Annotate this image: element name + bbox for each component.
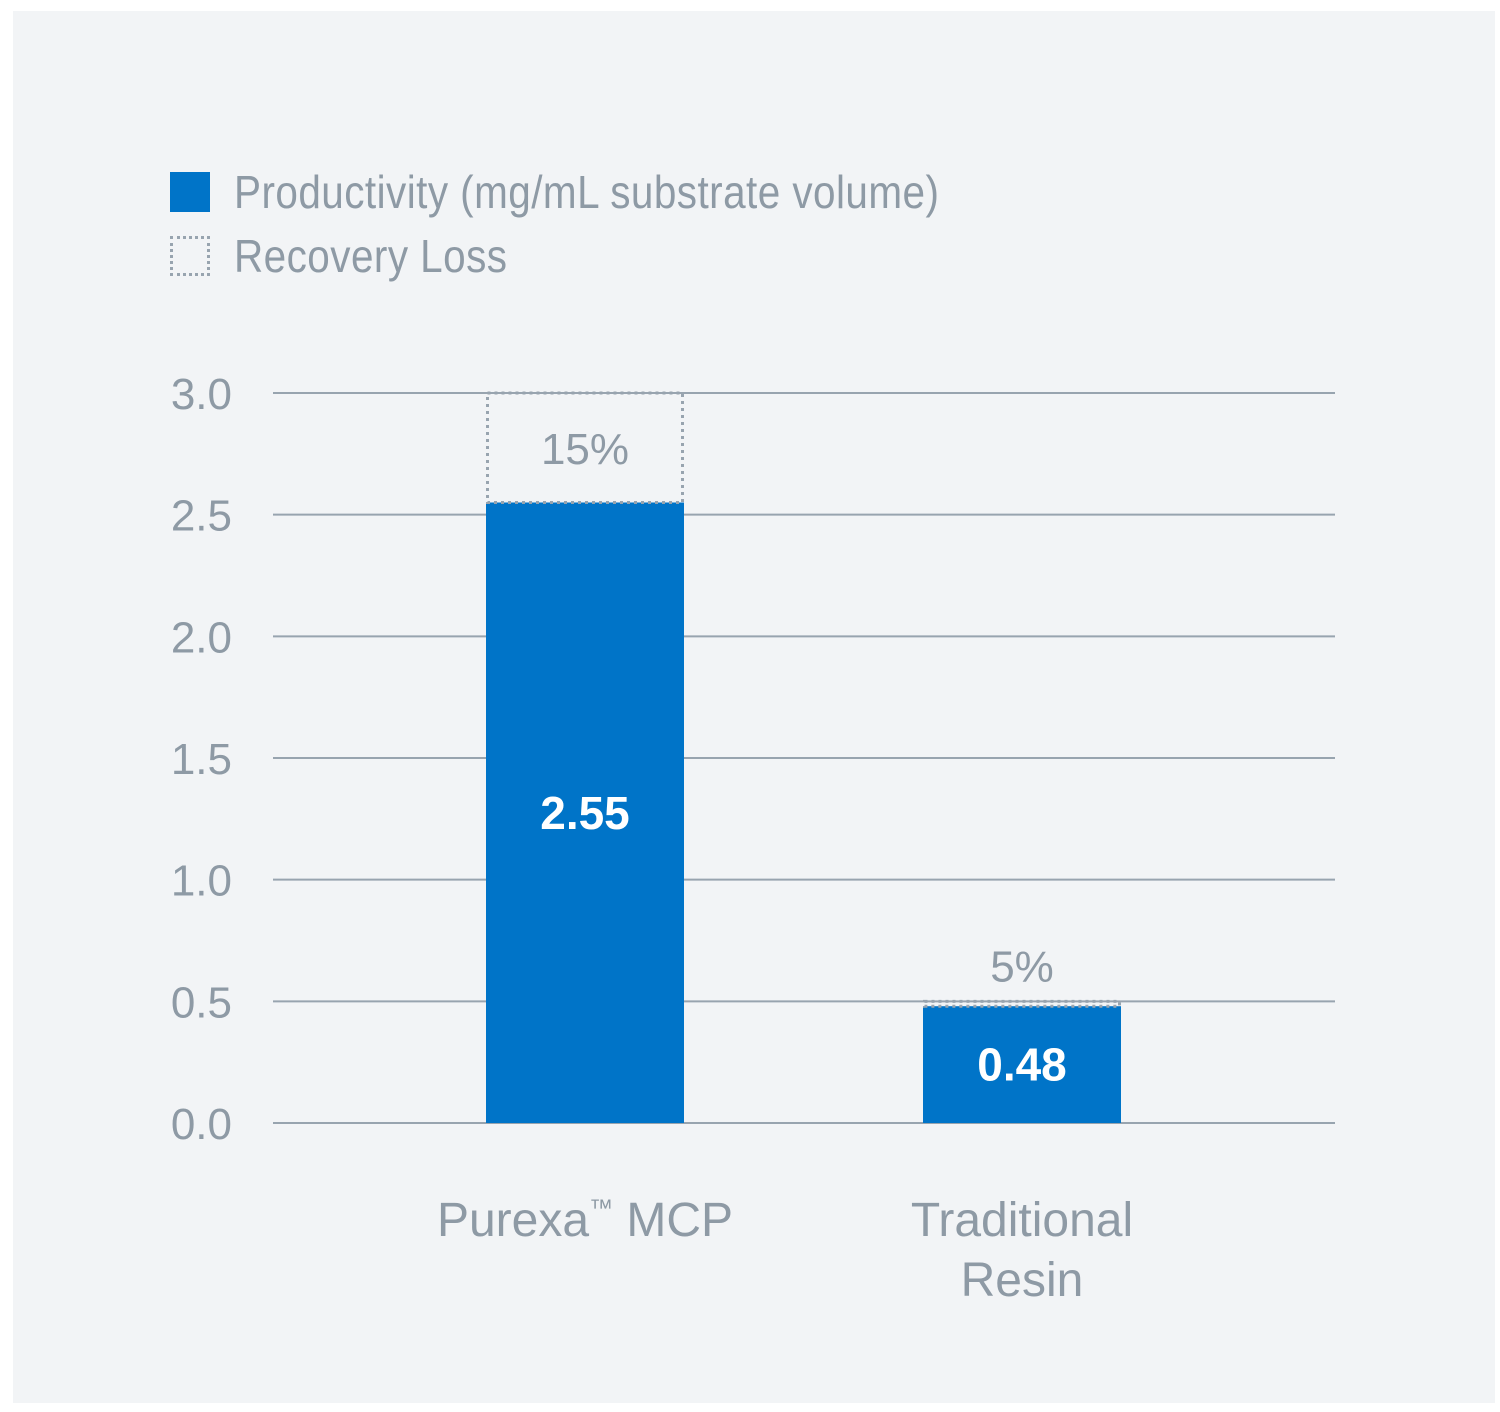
y-tick-label-2: 1.0 bbox=[171, 857, 232, 906]
recovery-loss-label-1: 5% bbox=[990, 942, 1054, 991]
y-tick-label-5: 2.5 bbox=[171, 492, 232, 541]
x-category-label-part: Purexa bbox=[437, 1194, 589, 1247]
x-category-label-1-line-1: Resin bbox=[961, 1254, 1084, 1307]
x-category-label-0: Purexa™ MCP bbox=[437, 1194, 733, 1247]
bar-value-label-0: 2.55 bbox=[540, 787, 630, 839]
y-tick-label-6: 3.0 bbox=[171, 370, 232, 419]
x-category-label-part: MCP bbox=[613, 1194, 733, 1247]
bar-productivity-0 bbox=[486, 502, 684, 1123]
legend-swatch-dotted bbox=[170, 236, 210, 276]
y-tick-label-0: 0.0 bbox=[171, 1100, 232, 1149]
chart-panel bbox=[13, 11, 1495, 1403]
legend-label-productivity: Productivity (mg/mL substrate volume) bbox=[234, 166, 940, 218]
x-category-label-superscript: ™ bbox=[589, 1195, 613, 1222]
legend: Productivity (mg/mL substrate volume) Re… bbox=[170, 160, 1036, 288]
legend-item-recovery-loss: Recovery Loss bbox=[170, 224, 1036, 288]
y-tick-label-4: 2.0 bbox=[171, 613, 232, 662]
bar-productivity-1 bbox=[923, 1006, 1121, 1123]
y-tick-label-3: 1.5 bbox=[171, 735, 232, 784]
bar-value-label-1: 0.48 bbox=[977, 1039, 1067, 1091]
legend-label-recovery-loss: Recovery Loss bbox=[234, 230, 508, 282]
legend-item-productivity: Productivity (mg/mL substrate volume) bbox=[170, 160, 1036, 224]
bar-recovery-loss-0 bbox=[486, 391, 684, 504]
x-category-label-1-line-0: Traditional bbox=[911, 1194, 1133, 1247]
bar-recovery-loss-1 bbox=[923, 999, 1121, 1008]
y-tick-label-1: 0.5 bbox=[171, 978, 232, 1027]
legend-swatch-solid bbox=[170, 172, 210, 212]
recovery-loss-label-0: 15% bbox=[541, 425, 629, 474]
